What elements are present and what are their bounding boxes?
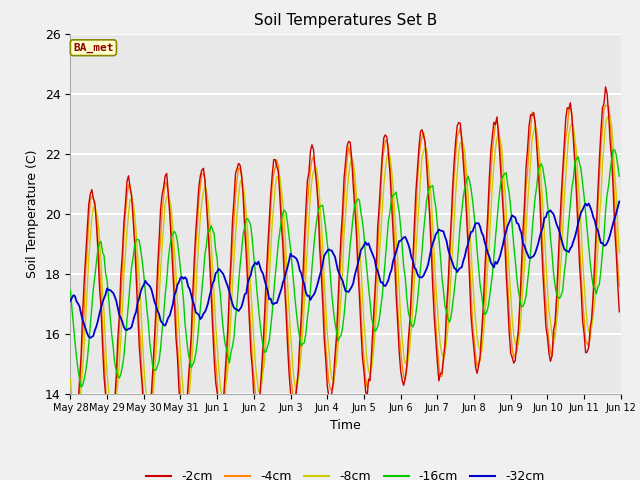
Title: Soil Temperatures Set B: Soil Temperatures Set B [254, 13, 437, 28]
X-axis label: Time: Time [330, 419, 361, 432]
Y-axis label: Soil Temperature (C): Soil Temperature (C) [26, 149, 39, 278]
Text: BA_met: BA_met [73, 43, 114, 53]
Legend: -2cm, -4cm, -8cm, -16cm, -32cm: -2cm, -4cm, -8cm, -16cm, -32cm [141, 465, 550, 480]
